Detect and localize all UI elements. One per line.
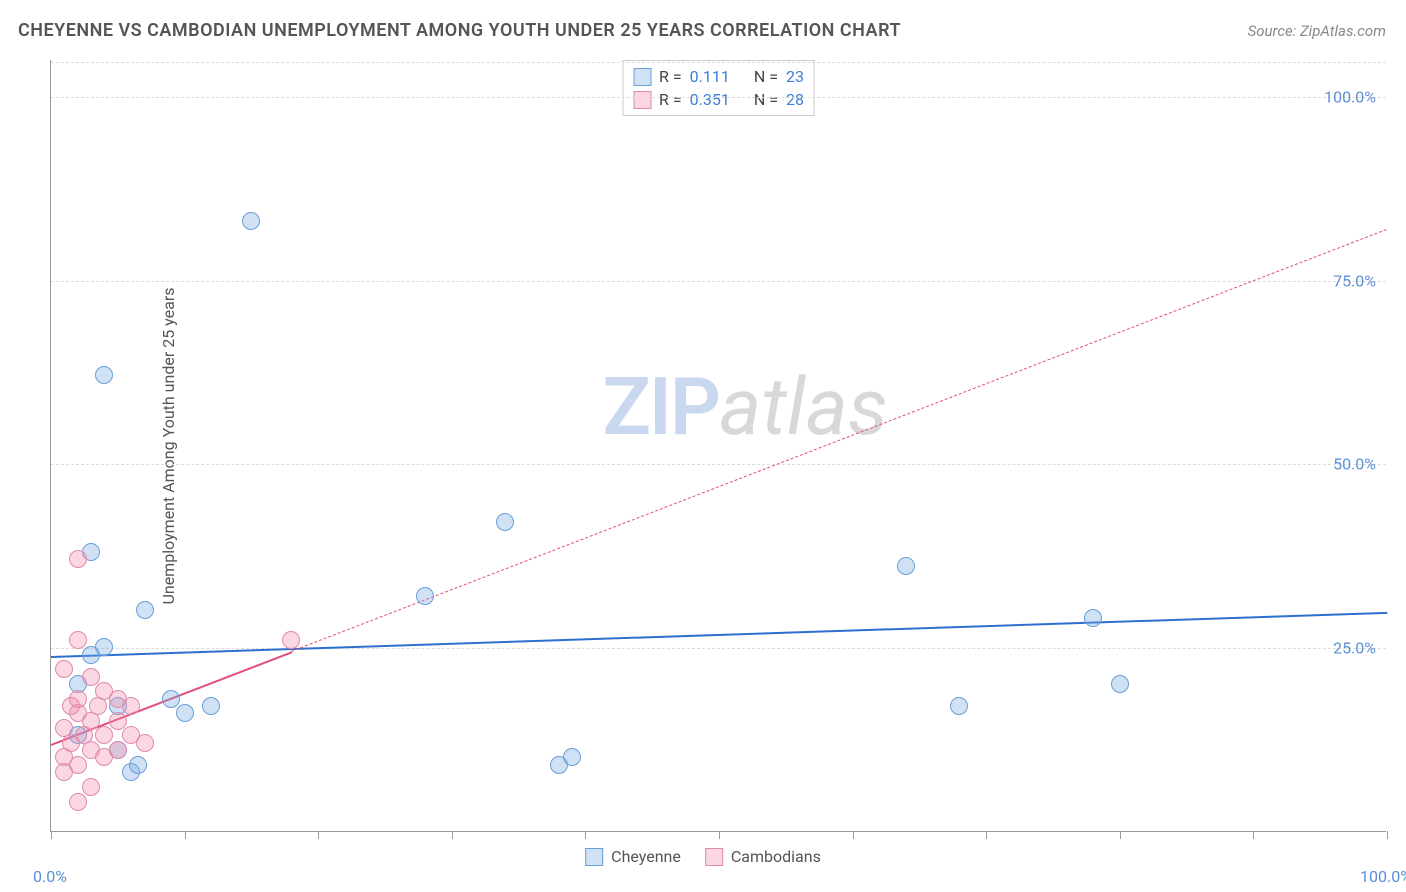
data-point	[82, 668, 100, 686]
legend-item: Cheyenne	[585, 847, 681, 866]
data-point	[95, 748, 113, 766]
data-point	[95, 726, 113, 744]
x-tick-label: 0.0%	[33, 867, 67, 886]
r-label: R =	[659, 67, 682, 86]
x-tick	[585, 831, 586, 839]
data-point	[109, 690, 127, 708]
x-tick	[986, 831, 987, 839]
n-label: N =	[754, 67, 778, 86]
legend-swatch	[705, 848, 723, 866]
data-point	[69, 550, 87, 568]
data-point	[69, 793, 87, 811]
data-point	[55, 719, 73, 737]
data-point	[563, 748, 581, 766]
data-point	[136, 601, 154, 619]
y-tick-label: 50.0%	[1333, 455, 1376, 474]
data-point	[62, 697, 80, 715]
r-value: 0.111	[690, 67, 730, 86]
legend-swatch	[585, 848, 603, 866]
data-point	[82, 778, 100, 796]
data-point	[69, 756, 87, 774]
y-tick-label: 75.0%	[1333, 271, 1376, 290]
data-point	[1111, 675, 1129, 693]
watermark-atlas: atlas	[719, 360, 888, 454]
x-tick-label: 100.0%	[1360, 867, 1406, 886]
data-point	[897, 557, 915, 575]
x-tick	[452, 831, 453, 839]
y-tick-label: 100.0%	[1324, 87, 1376, 106]
data-point	[496, 513, 514, 531]
legend-stat-row: R = 0.111 N = 23	[633, 65, 804, 88]
legend-series: Cheyenne Cambodians	[585, 847, 821, 866]
trend-line	[291, 229, 1387, 652]
chart-container: CHEYENNE VS CAMBODIAN UNEMPLOYMENT AMONG…	[0, 0, 1406, 892]
watermark: ZIPatlas	[602, 360, 887, 454]
legend-label: Cambodians	[731, 847, 821, 866]
data-point	[282, 631, 300, 649]
x-tick	[853, 831, 854, 839]
y-tick-label: 25.0%	[1333, 639, 1376, 658]
legend-swatch	[633, 91, 651, 109]
data-point	[55, 660, 73, 678]
x-tick	[1387, 831, 1388, 839]
gridline	[51, 62, 1386, 63]
gridline	[51, 464, 1386, 465]
plot-area: ZIPatlas R = 0.111 N = 23 R = 0.351 N = 28 25.0…	[50, 60, 1386, 832]
data-point	[950, 697, 968, 715]
data-point	[1084, 609, 1102, 627]
data-point	[162, 690, 180, 708]
r-value: 0.351	[690, 90, 730, 109]
legend-label: Cheyenne	[611, 847, 681, 866]
data-point	[95, 638, 113, 656]
chart-title: CHEYENNE VS CAMBODIAN UNEMPLOYMENT AMONG…	[18, 20, 901, 41]
legend-swatch	[633, 68, 651, 86]
r-label: R =	[659, 90, 682, 109]
data-point	[242, 212, 260, 230]
legend-item: Cambodians	[705, 847, 821, 866]
watermark-zip: ZIP	[602, 360, 719, 454]
x-tick	[1253, 831, 1254, 839]
gridline	[51, 281, 1386, 282]
data-point	[95, 366, 113, 384]
n-value: 28	[786, 90, 804, 109]
x-tick	[719, 831, 720, 839]
data-point	[109, 712, 127, 730]
trend-line	[51, 611, 1387, 657]
source-attribution: Source: ZipAtlas.com	[1248, 22, 1386, 40]
gridline	[51, 97, 1386, 98]
data-point	[176, 704, 194, 722]
x-tick	[51, 831, 52, 839]
legend-stats: R = 0.111 N = 23 R = 0.351 N = 28	[622, 60, 815, 116]
data-point	[136, 734, 154, 752]
x-tick	[1120, 831, 1121, 839]
x-tick	[185, 831, 186, 839]
data-point	[129, 756, 147, 774]
n-label: N =	[754, 90, 778, 109]
data-point	[416, 587, 434, 605]
x-tick	[318, 831, 319, 839]
data-point	[202, 697, 220, 715]
n-value: 23	[786, 67, 804, 86]
legend-stat-row: R = 0.351 N = 28	[633, 88, 804, 111]
data-point	[69, 631, 87, 649]
